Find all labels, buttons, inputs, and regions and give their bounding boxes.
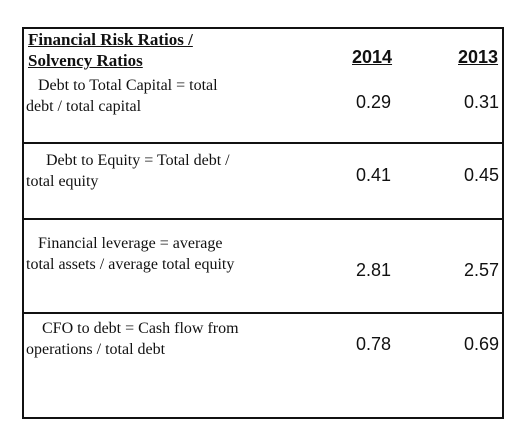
row-divider — [22, 218, 504, 220]
row-label-line2: total equity — [26, 173, 99, 190]
row-label-line2: total assets / average total equity — [26, 256, 235, 273]
row-value-2014: 2.81 — [356, 260, 392, 280]
table-title-line1: Financial Risk Ratios / — [28, 30, 193, 49]
row-value-2013: 0.45 — [464, 165, 500, 185]
row-divider — [22, 312, 504, 314]
column-header-2013: 2013 — [458, 47, 499, 67]
row-label-line1: CFO to debt = Cash flow from — [42, 320, 239, 337]
table-border — [22, 27, 504, 419]
row-value-2014: 0.41 — [356, 165, 392, 185]
row-label-line1: Debt to Equity = Total debt / — [46, 152, 230, 169]
row-label-line1: Debt to Total Capital = total — [38, 77, 218, 94]
column-header-2014: 2014 — [352, 47, 393, 67]
row-divider — [22, 142, 504, 144]
row-value-2014: 0.29 — [356, 92, 392, 112]
row-value-2013: 0.69 — [464, 334, 500, 354]
row-label-line2: operations / total debt — [26, 341, 166, 358]
table-title-line2: Solvency Ratios — [28, 51, 143, 70]
row-value-2013: 2.57 — [464, 260, 500, 280]
table-row-label: CFO to debt = Cash flow from operations … — [26, 318, 326, 360]
table-row-label: Financial leverage = average total asset… — [26, 233, 326, 275]
row-label-line2: debt / total capital — [26, 98, 142, 115]
row-value-2014: 0.78 — [356, 334, 392, 354]
table-row-label: Debt to Equity = Total debt / total equi… — [26, 150, 326, 192]
table-title: Financial Risk Ratios / Solvency Ratios — [28, 29, 288, 71]
row-value-2013: 0.31 — [464, 92, 500, 112]
table-row-label: Debt to Total Capital = total debt / tot… — [26, 75, 326, 117]
row-label-line1: Financial leverage = average — [38, 235, 223, 252]
